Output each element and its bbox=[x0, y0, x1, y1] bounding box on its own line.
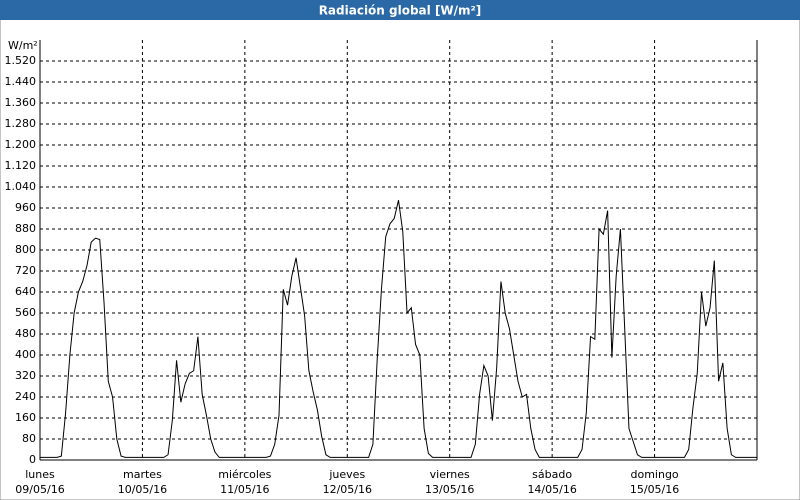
x-tick-label: viernes bbox=[430, 468, 470, 481]
y-tick-label: 1.280 bbox=[5, 117, 37, 130]
y-tick-label: 1.440 bbox=[5, 75, 37, 88]
chart-title: Radiación global [W/m²] bbox=[319, 4, 482, 18]
y-tick-label: 720 bbox=[15, 264, 36, 277]
y-tick-label: 1.120 bbox=[5, 159, 37, 172]
x-tick-label: miércoles bbox=[218, 468, 271, 481]
y-tick-label: 880 bbox=[15, 222, 36, 235]
x-tick-label: martes bbox=[123, 468, 162, 481]
x-tick-date: 11/05/16 bbox=[220, 483, 269, 496]
x-tick-label: sábado bbox=[532, 468, 572, 481]
series-line bbox=[40, 200, 757, 458]
x-tick-label: lunes bbox=[25, 468, 55, 481]
x-tick-date: 15/05/16 bbox=[630, 483, 679, 496]
y-tick-label: 80 bbox=[22, 432, 36, 445]
y-tick-label: 1.360 bbox=[5, 96, 37, 109]
y-tick-label: 160 bbox=[15, 411, 36, 424]
x-tick-date: 12/05/16 bbox=[323, 483, 372, 496]
y-tick-label: 1.040 bbox=[5, 180, 37, 193]
y-tick-label: 480 bbox=[15, 327, 36, 340]
y-tick-label: 240 bbox=[15, 390, 36, 403]
x-tick-date: 14/05/16 bbox=[527, 483, 576, 496]
x-tick-label: domingo bbox=[630, 468, 678, 481]
y-tick-label: 400 bbox=[15, 348, 36, 361]
y-tick-label: 1.520 bbox=[5, 54, 37, 67]
y-axis-unit: W/m² bbox=[8, 39, 38, 52]
x-tick-date: 13/05/16 bbox=[425, 483, 474, 496]
y-tick-label: 960 bbox=[15, 201, 36, 214]
y-tick-label: 0 bbox=[29, 453, 36, 466]
x-tick-label: jueves bbox=[328, 468, 365, 481]
y-tick-label: 560 bbox=[15, 306, 36, 319]
y-tick-label: 640 bbox=[15, 285, 36, 298]
y-tick-label: 320 bbox=[15, 369, 36, 382]
y-tick-label: 800 bbox=[15, 243, 36, 256]
title-bar bbox=[0, 0, 800, 20]
x-tick-date: 09/05/16 bbox=[15, 483, 64, 496]
x-tick-date: 10/05/16 bbox=[118, 483, 167, 496]
y-tick-label: 1.200 bbox=[5, 138, 37, 151]
